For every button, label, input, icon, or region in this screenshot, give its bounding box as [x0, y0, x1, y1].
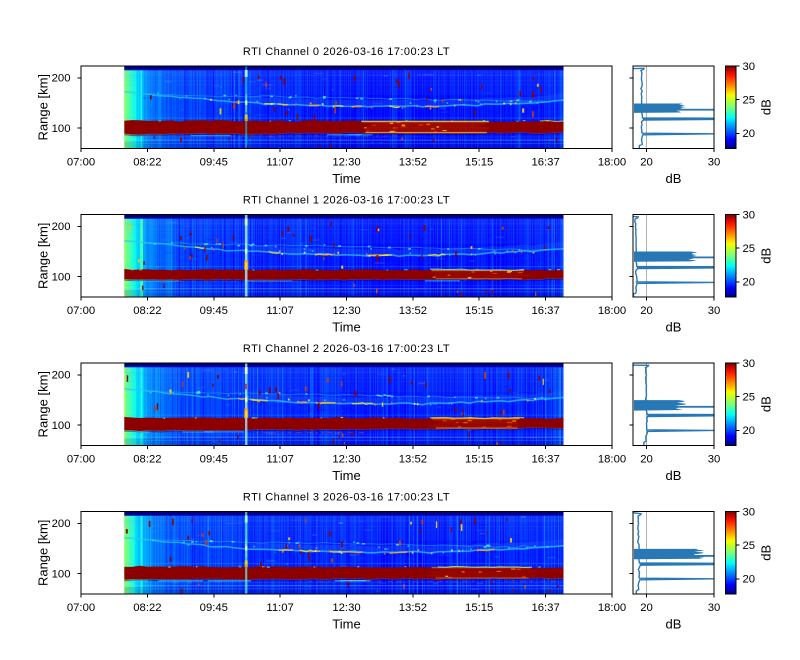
- svg-text:RTI Channel 3 2026-03-16 17:00: RTI Channel 3 2026-03-16 17:00:23 LT: [243, 492, 450, 504]
- svg-text:11:07: 11:07: [266, 453, 293, 465]
- svg-text:200: 200: [52, 518, 71, 530]
- svg-text:16:37: 16:37: [531, 453, 559, 465]
- svg-text:18:00: 18:00: [598, 305, 626, 317]
- svg-text:15:15: 15:15: [465, 453, 493, 465]
- svg-text:dB: dB: [759, 99, 774, 115]
- svg-text:dB: dB: [759, 545, 774, 561]
- svg-text:30: 30: [708, 305, 721, 317]
- svg-text:07:00: 07:00: [67, 453, 95, 465]
- svg-text:200: 200: [52, 370, 71, 382]
- svg-text:20: 20: [743, 425, 756, 437]
- svg-text:08:22: 08:22: [133, 453, 161, 465]
- svg-text:13:52: 13:52: [399, 453, 427, 465]
- svg-text:dB: dB: [759, 396, 774, 412]
- svg-text:25: 25: [743, 243, 756, 255]
- svg-text:20: 20: [640, 602, 653, 614]
- svg-text:Time: Time: [332, 468, 360, 483]
- svg-text:200: 200: [52, 73, 71, 85]
- svg-text:100: 100: [52, 123, 71, 135]
- svg-text:dB: dB: [666, 468, 682, 483]
- svg-text:25: 25: [743, 540, 756, 552]
- svg-text:RTI Channel 0 2026-03-16 17:00: RTI Channel 0 2026-03-16 17:00:23 LT: [243, 46, 450, 58]
- svg-text:20: 20: [640, 453, 653, 465]
- svg-text:25: 25: [743, 95, 756, 107]
- svg-text:13:52: 13:52: [399, 156, 427, 168]
- svg-text:08:22: 08:22: [133, 602, 161, 614]
- svg-text:Range [km]: Range [km]: [36, 520, 51, 586]
- svg-text:30: 30: [743, 209, 756, 221]
- svg-text:13:52: 13:52: [399, 602, 427, 614]
- svg-text:09:45: 09:45: [200, 453, 228, 465]
- svg-text:08:22: 08:22: [133, 305, 161, 317]
- svg-text:09:45: 09:45: [200, 156, 228, 168]
- svg-text:18:00: 18:00: [598, 602, 626, 614]
- svg-text:15:15: 15:15: [465, 602, 493, 614]
- svg-text:18:00: 18:00: [598, 453, 626, 465]
- svg-text:Time: Time: [332, 617, 360, 632]
- svg-text:12:30: 12:30: [332, 305, 360, 317]
- svg-text:30: 30: [708, 602, 721, 614]
- svg-text:30: 30: [743, 506, 756, 518]
- svg-text:RTI Channel 2 2026-03-16 17:00: RTI Channel 2 2026-03-16 17:00:23 LT: [243, 343, 450, 355]
- svg-text:12:30: 12:30: [332, 453, 360, 465]
- svg-text:07:00: 07:00: [67, 602, 95, 614]
- svg-text:20: 20: [743, 128, 756, 140]
- svg-text:07:00: 07:00: [67, 156, 95, 168]
- svg-text:200: 200: [52, 221, 71, 233]
- svg-text:12:30: 12:30: [332, 602, 360, 614]
- svg-text:Time: Time: [332, 320, 360, 335]
- svg-text:dB: dB: [666, 320, 682, 335]
- svg-text:20: 20: [640, 305, 653, 317]
- svg-text:13:52: 13:52: [399, 305, 427, 317]
- svg-text:12:30: 12:30: [332, 156, 360, 168]
- svg-text:16:37: 16:37: [531, 602, 559, 614]
- svg-text:Range [km]: Range [km]: [36, 74, 51, 140]
- svg-text:30: 30: [708, 156, 721, 168]
- svg-text:30: 30: [708, 453, 721, 465]
- svg-text:11:07: 11:07: [266, 305, 293, 317]
- svg-text:07:00: 07:00: [67, 305, 95, 317]
- svg-text:30: 30: [743, 358, 756, 370]
- svg-text:RTI Channel 1 2026-03-16 17:00: RTI Channel 1 2026-03-16 17:00:23 LT: [243, 195, 450, 207]
- svg-text:20: 20: [743, 574, 756, 586]
- svg-text:09:45: 09:45: [200, 305, 228, 317]
- svg-text:Time: Time: [332, 171, 360, 186]
- svg-text:100: 100: [52, 569, 71, 581]
- svg-text:dB: dB: [759, 248, 774, 264]
- svg-text:100: 100: [52, 420, 71, 432]
- svg-text:11:07: 11:07: [266, 156, 293, 168]
- svg-text:dB: dB: [666, 617, 682, 632]
- svg-text:15:15: 15:15: [465, 156, 493, 168]
- svg-text:30: 30: [743, 61, 756, 73]
- svg-text:08:22: 08:22: [133, 156, 161, 168]
- svg-text:15:15: 15:15: [465, 305, 493, 317]
- svg-text:Range [km]: Range [km]: [36, 223, 51, 289]
- svg-text:Range [km]: Range [km]: [36, 371, 51, 437]
- svg-text:18:00: 18:00: [598, 156, 626, 168]
- svg-text:16:37: 16:37: [531, 305, 559, 317]
- svg-text:20: 20: [743, 277, 756, 289]
- svg-text:16:37: 16:37: [531, 156, 559, 168]
- svg-text:09:45: 09:45: [200, 602, 228, 614]
- svg-text:11:07: 11:07: [266, 602, 293, 614]
- svg-text:20: 20: [640, 156, 653, 168]
- svg-text:100: 100: [52, 272, 71, 284]
- svg-text:dB: dB: [666, 171, 682, 186]
- svg-text:25: 25: [743, 392, 756, 404]
